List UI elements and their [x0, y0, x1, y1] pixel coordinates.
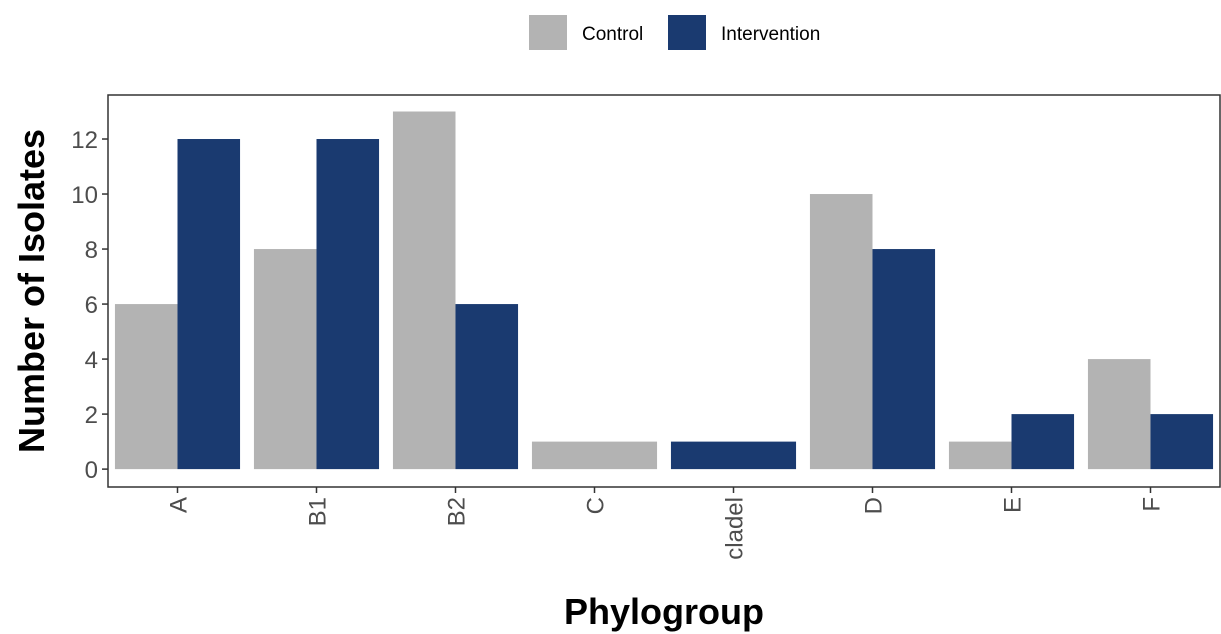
- x-tick-label: A: [166, 497, 193, 513]
- bar-intervention-A: [177, 139, 241, 470]
- x-tick-label: D: [861, 497, 888, 514]
- legend-key-control: [529, 15, 567, 50]
- bar-intervention-B2: [455, 304, 519, 470]
- legend-label-intervention: Intervention: [721, 24, 820, 45]
- y-axis-title: Number of Isolates: [11, 129, 52, 453]
- x-tick-label: C: [583, 497, 610, 514]
- bar-control-D: [809, 194, 873, 470]
- y-tick-label: 12: [71, 127, 98, 154]
- bar-control-E: [948, 441, 1012, 470]
- legend: Control Intervention: [529, 15, 820, 50]
- y-tick-label: 8: [85, 237, 98, 264]
- x-tick-label: cladel: [722, 497, 749, 560]
- y-tick-label: 6: [85, 292, 98, 319]
- x-tick-label: F: [1139, 497, 1166, 512]
- x-tick-label: B2: [444, 497, 471, 526]
- bar-intervention-D: [872, 249, 936, 470]
- bar-intervention-E: [1011, 414, 1075, 470]
- bar-control-A: [114, 304, 178, 470]
- x-axis-title: Phylogroup: [564, 591, 764, 632]
- y-tick-label: 10: [71, 182, 98, 209]
- x-tick-label: E: [1000, 497, 1027, 513]
- y-tick-label: 2: [85, 402, 98, 429]
- y-tick-label: 4: [85, 347, 98, 374]
- legend-label-control: Control: [582, 24, 643, 45]
- y-axis: 0 2 4 6 8 10 12: [71, 127, 108, 484]
- bar-intervention-cladel: [670, 441, 797, 470]
- legend-key-intervention: [668, 15, 706, 50]
- bars: [114, 111, 1214, 470]
- bar-intervention-B1: [316, 139, 380, 470]
- bar-control-F: [1087, 359, 1151, 470]
- bar-intervention-F: [1150, 414, 1214, 470]
- y-tick-label: 0: [85, 457, 98, 484]
- bar-control-B1: [253, 249, 317, 470]
- x-tick-label: B1: [305, 497, 332, 526]
- bar-control-B2: [392, 111, 456, 470]
- plot-panel-border: [107, 94, 1221, 488]
- bar-control-C: [531, 441, 658, 470]
